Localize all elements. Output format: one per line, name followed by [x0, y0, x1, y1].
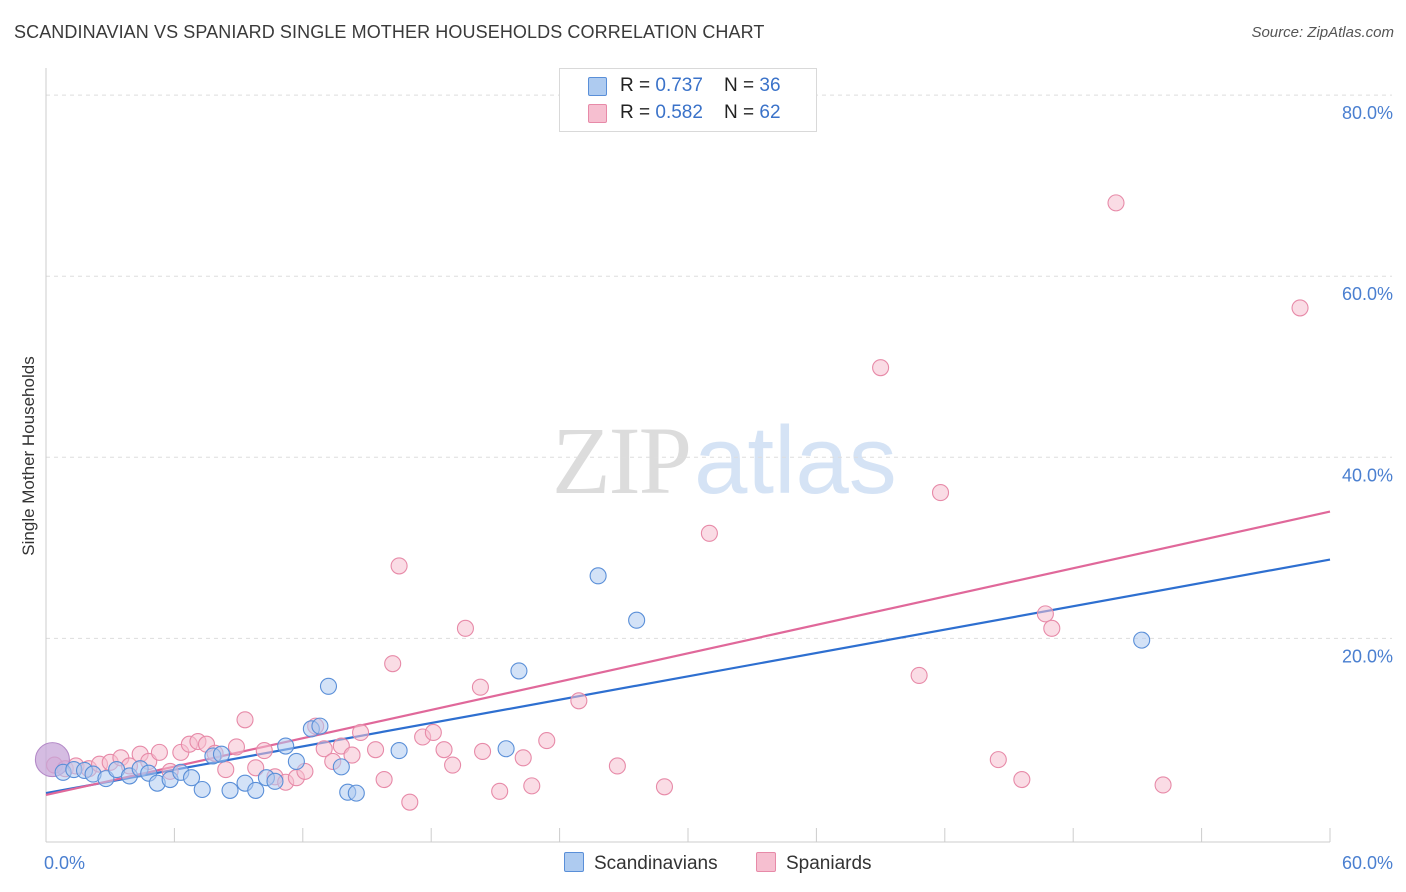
scandinavian-point: [287, 752, 305, 770]
scandinavian-point: [589, 567, 607, 585]
spaniard-point: [352, 723, 370, 742]
spaniard-point: [217, 761, 235, 779]
bottom-legend-scandinavians[interactable]: Scandinavians: [564, 852, 718, 875]
spaniard-point: [931, 484, 950, 502]
spaniards-swatch: [756, 852, 776, 872]
spaniard-point: [255, 742, 273, 760]
correlation-legend: R = 0.737 N = 36 R = 0.582 N = 62: [559, 68, 817, 132]
scandinavians-swatch: [588, 77, 607, 96]
legend-n-label: N =: [724, 102, 760, 123]
spaniard-point: [700, 524, 718, 542]
spaniard-point: [375, 770, 393, 789]
legend-r-label: R =: [620, 75, 656, 96]
spaniard-point: [456, 619, 474, 637]
spaniard-point: [1154, 776, 1172, 794]
spaniard-point: [384, 655, 402, 673]
legend-n-label: N =: [724, 75, 760, 96]
spaniard-point: [910, 666, 928, 684]
spaniard-point: [401, 793, 419, 811]
spaniard-point: [343, 746, 361, 764]
scandinavian-point: [510, 662, 528, 680]
spaniard-point: [367, 741, 385, 759]
spaniard-point: [474, 742, 492, 761]
scandinavian-point: [277, 737, 295, 755]
scandinavian-point: [311, 717, 329, 735]
tick-labels: 20.0% 40.0% 60.0% 80.0% 0.0% 60.0%: [44, 103, 1393, 873]
spaniard-point: [608, 757, 626, 775]
y-tick-label: 60.0%: [1342, 284, 1393, 304]
scandinavian-point: [332, 758, 350, 776]
scandinavian-point: [390, 742, 408, 760]
spaniard-point: [989, 751, 1007, 769]
spaniard-point: [1013, 770, 1031, 789]
bottom-legend-label: Spaniards: [786, 853, 872, 874]
gridlines: [46, 94, 1392, 639]
spaniard-point: [471, 678, 489, 696]
spaniard-point: [570, 692, 588, 710]
source-label: Source: ZipAtlas.com: [1251, 24, 1394, 41]
scandinavian-point: [193, 780, 211, 799]
spaniard-point: [1036, 605, 1054, 623]
spaniard-point: [514, 749, 532, 767]
scandinavian-point: [266, 772, 284, 790]
scandinavian-point: [319, 677, 338, 695]
spaniard-point: [523, 777, 541, 795]
spaniards-swatch: [588, 104, 607, 123]
y-tick-label: 40.0%: [1342, 465, 1393, 485]
spaniard-point: [390, 557, 408, 575]
spaniard-point: [247, 759, 265, 777]
scandinavian-point: [347, 784, 365, 802]
scandinavians-trend-line: [45, 558, 1331, 795]
axes: [45, 68, 1331, 843]
spaniard-point: [655, 778, 674, 796]
spaniard-point: [1107, 194, 1125, 212]
spaniard-point: [236, 711, 254, 729]
spaniard-point: [435, 741, 453, 759]
legend-n-value: 62: [759, 102, 781, 123]
spaniard-point: [315, 740, 333, 758]
scandinavian-point: [497, 740, 515, 758]
chart-title: SCANDINAVIAN VS SPANIARD SINGLE MOTHER H…: [14, 22, 765, 42]
spaniard-point: [491, 782, 509, 800]
spaniard-point: [424, 723, 442, 742]
spaniard-point: [538, 732, 556, 750]
x-tick-label: 60.0%: [1342, 853, 1393, 873]
spaniard-point: [1043, 619, 1061, 637]
legend-r-value: 0.737: [655, 75, 703, 96]
scandinavian-point: [247, 781, 265, 799]
scandinavian-point: [628, 611, 646, 629]
legend-r-value: 0.582: [655, 102, 703, 123]
y-tick-label: 80.0%: [1342, 103, 1393, 123]
scandinavian-point: [1133, 631, 1151, 649]
x-tick-label: 0.0%: [44, 853, 85, 873]
legend-r-label: R =: [620, 102, 656, 123]
spaniard-point: [227, 738, 246, 756]
bottom-legend-label: Scandinavians: [594, 853, 718, 874]
spaniard-point: [872, 359, 890, 377]
scandinavian-point: [221, 781, 239, 799]
bottom-legend-spaniards[interactable]: Spaniards: [756, 852, 872, 875]
legend-n-value: 36: [759, 75, 781, 96]
scandinavians-swatch: [564, 852, 584, 872]
spaniard-point: [150, 743, 168, 761]
scandinavian-point: [182, 769, 201, 787]
scandinavian-point: [212, 745, 231, 763]
y-tick-label: 20.0%: [1342, 646, 1393, 666]
spaniard-point: [1291, 299, 1309, 317]
spaniard-point: [444, 756, 462, 774]
data-points: [34, 194, 1309, 811]
